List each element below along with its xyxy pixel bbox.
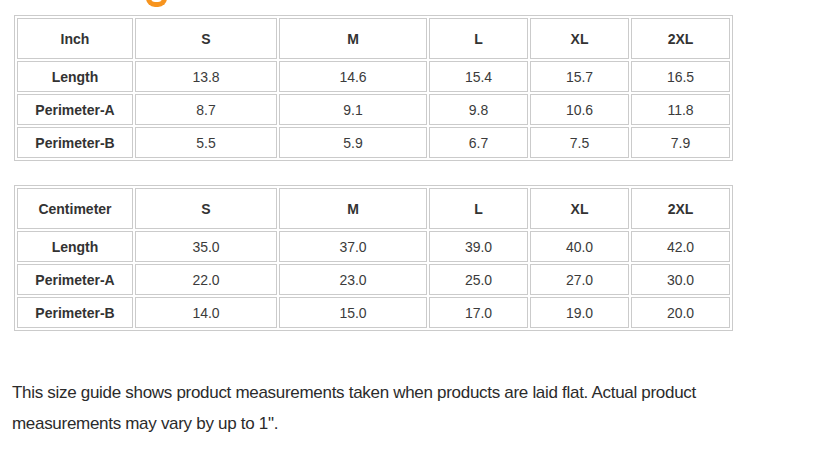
table-row-perimeter-b: Perimeter-B 14.0 15.0 17.0 19.0 20.0: [17, 297, 730, 328]
measurement-cell: 7.9: [631, 127, 730, 158]
size-header-2xl: 2XL: [631, 188, 730, 229]
size-header-s: S: [135, 18, 277, 59]
size-guide-section: Inch S M L XL 2XL Length 13.8 14.6 15.4 …: [0, 0, 824, 439]
measurement-cell: 16.5: [631, 61, 730, 92]
row-label: Perimeter-A: [17, 94, 133, 125]
measurement-cell: 15.7: [530, 61, 629, 92]
measurement-cell: 8.7: [135, 94, 277, 125]
measurement-cell: 5.5: [135, 127, 277, 158]
measurement-cell: 42.0: [631, 231, 730, 262]
measurement-cell: 15.0: [279, 297, 427, 328]
size-header-s: S: [135, 188, 277, 229]
row-label: Length: [17, 61, 133, 92]
measurement-cell: 17.0: [429, 297, 528, 328]
measurement-cell: 30.0: [631, 264, 730, 295]
measurement-cell: 37.0: [279, 231, 427, 262]
measurement-cell: 39.0: [429, 231, 528, 262]
size-header-2xl: 2XL: [631, 18, 730, 59]
measurement-cell: 40.0: [530, 231, 629, 262]
size-table-centimeter: Centimeter S M L XL 2XL Length 35.0 37.0…: [14, 185, 733, 331]
measurement-cell: 9.8: [429, 94, 528, 125]
measurement-cell: 13.8: [135, 61, 277, 92]
table-row-perimeter-b: Perimeter-B 5.5 5.9 6.7 7.5 7.9: [17, 127, 730, 158]
table-row-perimeter-a: Perimeter-A 8.7 9.1 9.8 10.6 11.8: [17, 94, 730, 125]
table-header-row: Centimeter S M L XL 2XL: [17, 188, 730, 229]
table-header-row: Inch S M L XL 2XL: [17, 18, 730, 59]
row-label: Perimeter-B: [17, 127, 133, 158]
row-label: Perimeter-A: [17, 264, 133, 295]
unit-header-centimeter: Centimeter: [17, 188, 133, 229]
row-label: Perimeter-B: [17, 297, 133, 328]
measurement-cell: 25.0: [429, 264, 528, 295]
size-guide-note: This size guide shows product measuremen…: [12, 377, 774, 439]
measurement-cell: 9.1: [279, 94, 427, 125]
measurement-cell: 14.0: [135, 297, 277, 328]
measurement-cell: 6.7: [429, 127, 528, 158]
size-header-m: M: [279, 188, 427, 229]
table-row-perimeter-a: Perimeter-A 22.0 23.0 25.0 27.0 30.0: [17, 264, 730, 295]
table-row-length: Length 35.0 37.0 39.0 40.0 42.0: [17, 231, 730, 262]
size-header-xl: XL: [530, 18, 629, 59]
measurement-cell: 10.6: [530, 94, 629, 125]
size-header-l: L: [429, 18, 528, 59]
row-label: Length: [17, 231, 133, 262]
measurement-cell: 15.4: [429, 61, 528, 92]
measurement-cell: 19.0: [530, 297, 629, 328]
measurement-cell: 23.0: [279, 264, 427, 295]
measurement-cell: 11.8: [631, 94, 730, 125]
measurement-cell: 22.0: [135, 264, 277, 295]
measurement-cell: 5.9: [279, 127, 427, 158]
measurement-cell: 35.0: [135, 231, 277, 262]
measurement-cell: 14.6: [279, 61, 427, 92]
size-header-xl: XL: [530, 188, 629, 229]
measurement-cell: 7.5: [530, 127, 629, 158]
unit-header-inch: Inch: [17, 18, 133, 59]
size-header-l: L: [429, 188, 528, 229]
measurement-cell: 20.0: [631, 297, 730, 328]
size-table-inch: Inch S M L XL 2XL Length 13.8 14.6 15.4 …: [14, 15, 733, 161]
table-row-length: Length 13.8 14.6 15.4 15.7 16.5: [17, 61, 730, 92]
size-header-m: M: [279, 18, 427, 59]
measurement-cell: 27.0: [530, 264, 629, 295]
